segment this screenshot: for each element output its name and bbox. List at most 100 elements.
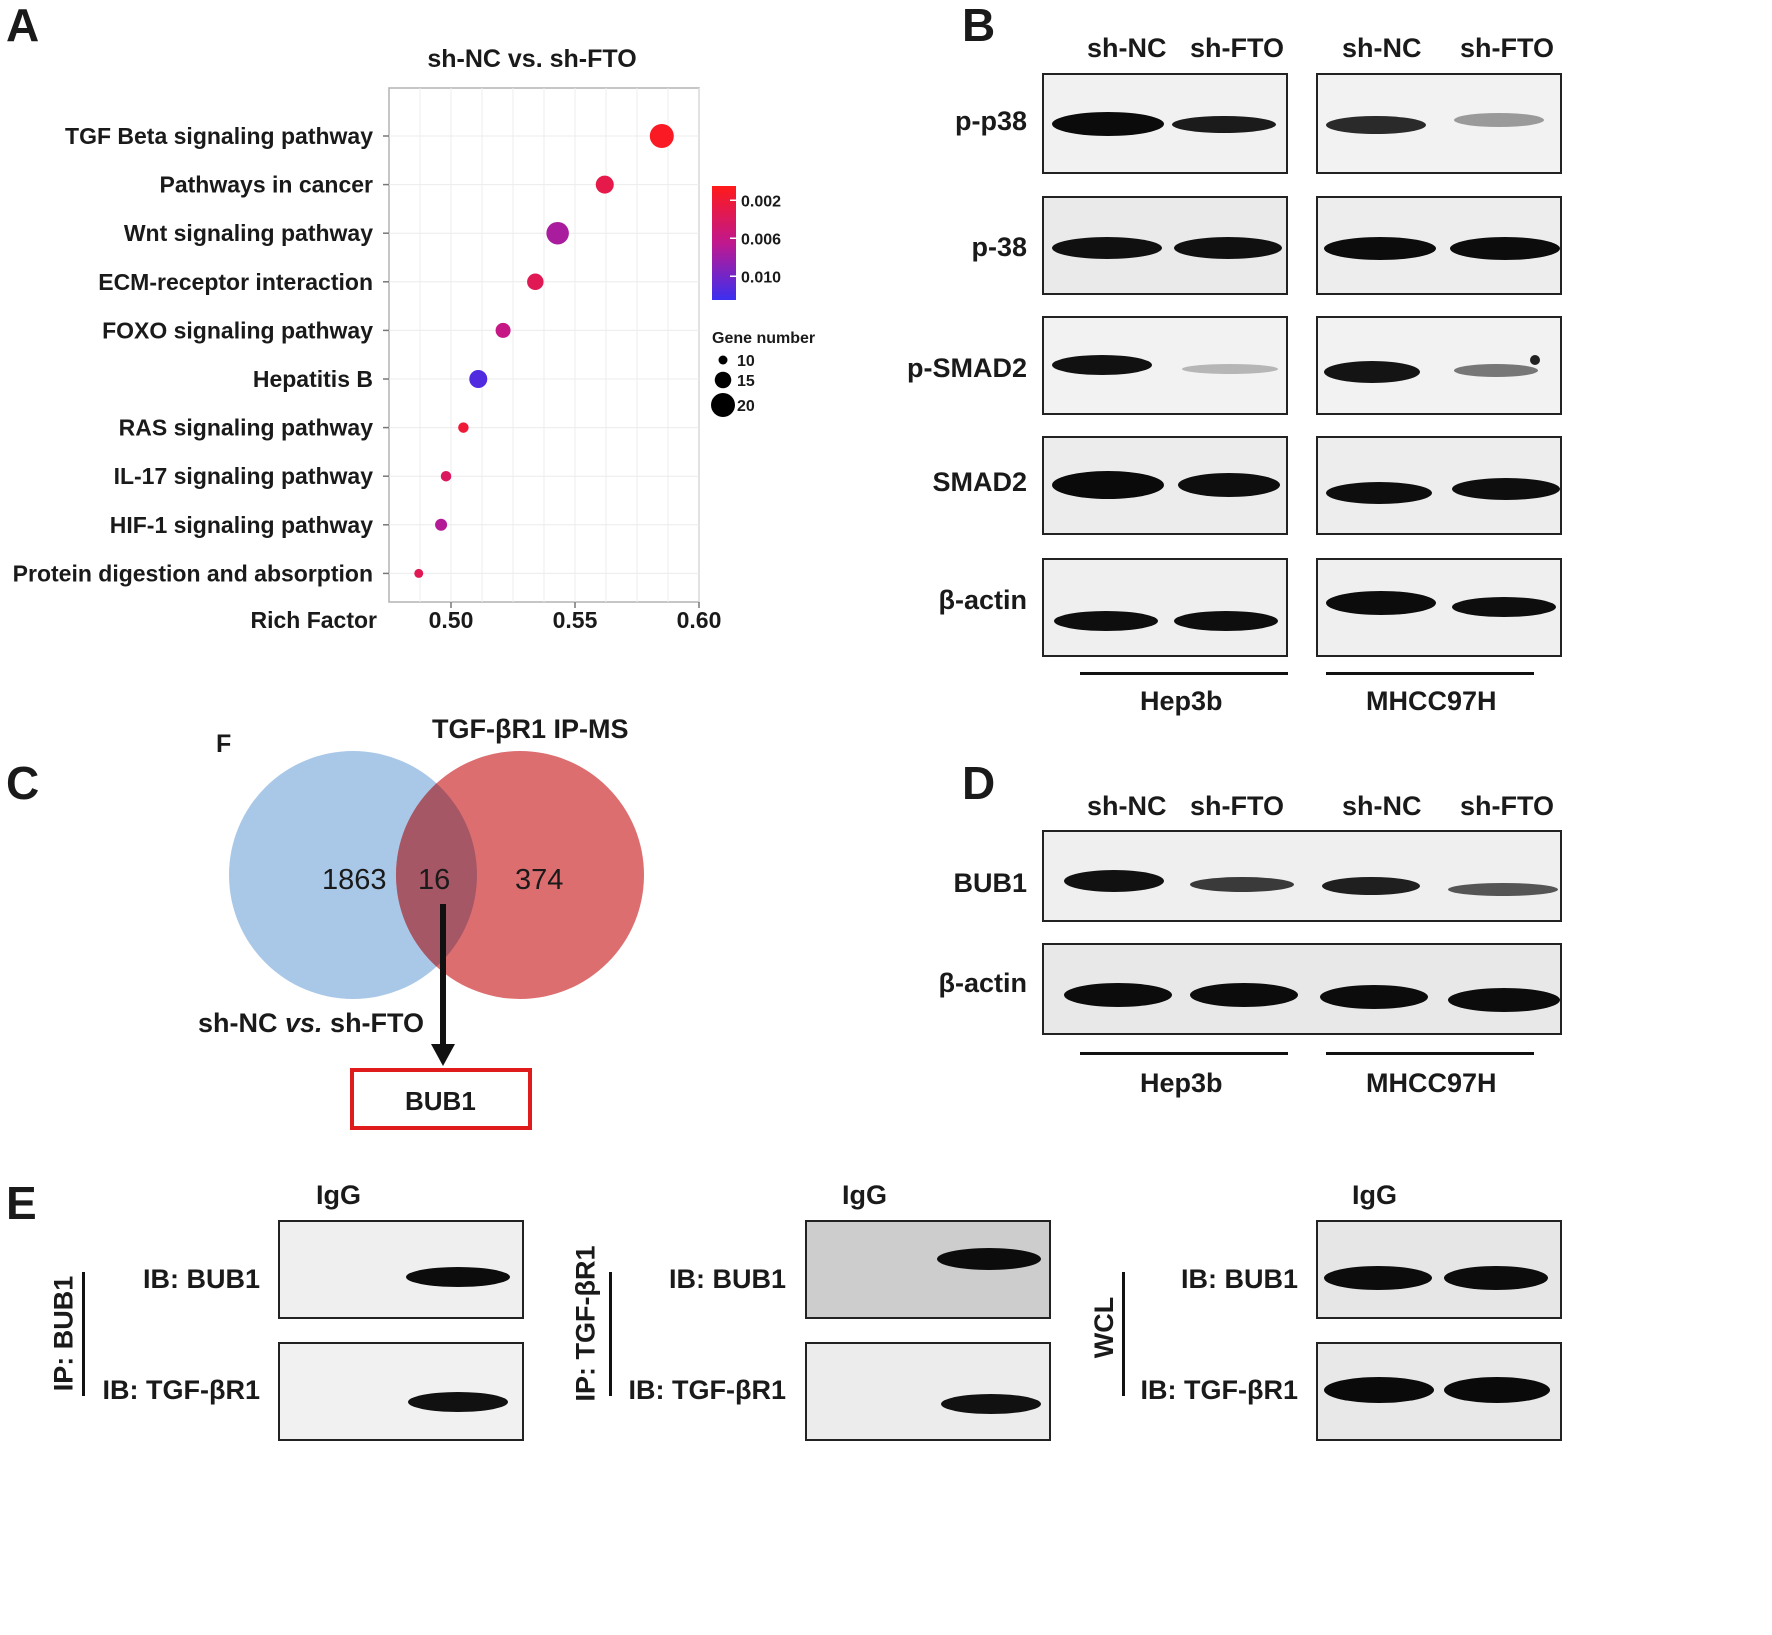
data-point-7 xyxy=(458,422,469,433)
d-col-label-1: sh-NC xyxy=(1087,791,1167,821)
e2-row-label-bub1: IB: BUB1 xyxy=(668,1264,786,1294)
blot-e3-tgfbr1 xyxy=(1316,1342,1562,1441)
venn-diagram xyxy=(229,751,644,1066)
venn-right-count: 374 xyxy=(515,864,564,896)
e3-igg-label: IgG xyxy=(1352,1180,1397,1210)
panel-letter-c: C xyxy=(6,757,40,809)
chart-title: sh-NC vs. sh-FTO xyxy=(427,45,636,73)
blot-e3-bub1 xyxy=(1316,1220,1562,1319)
size-legend-dot-10 xyxy=(718,355,728,365)
blot-b-actin-right xyxy=(1316,558,1562,657)
size-legend-dot-15 xyxy=(714,371,732,389)
colorbar xyxy=(712,186,736,300)
b-col-label-3: sh-NC xyxy=(1342,33,1422,63)
d-col-label-3: sh-NC xyxy=(1342,791,1422,821)
y-tick-label: Hepatitis B xyxy=(253,366,373,392)
blot-e1-bub1 xyxy=(278,1220,524,1319)
e2-side-label: IP: TGF-βR1 xyxy=(570,1245,601,1402)
y-tick-label: IL-17 signaling pathway xyxy=(114,463,374,489)
venn-overlap xyxy=(396,751,477,999)
blot-e2-bub1 xyxy=(805,1220,1051,1319)
b-row-label-smad2: SMAD2 xyxy=(932,467,1027,497)
d-group-label-mhcc97h: MHCC97H xyxy=(1366,1068,1497,1098)
d-row-label-bub1: BUB1 xyxy=(953,868,1027,898)
data-point-5 xyxy=(495,322,511,338)
data-point-1 xyxy=(649,124,674,148)
e3-bracket xyxy=(1122,1272,1125,1396)
d-col-label-2: sh-FTO xyxy=(1190,791,1284,821)
venn-left-title: sh-NC vs. sh-FTO xyxy=(198,1010,424,1037)
e1-igg-label: IgG xyxy=(316,1180,361,1210)
venn-f-label: F xyxy=(216,730,232,758)
colorbar-tick-label: 0.006 xyxy=(741,231,781,248)
y-tick-label: HIF-1 signaling pathway xyxy=(110,512,373,538)
panel-letter-b: B xyxy=(962,0,996,51)
y-tick-label: TGF Beta signaling pathway xyxy=(65,123,373,149)
e2-bracket xyxy=(609,1272,612,1396)
e1-row-label-tgfbr1: IB: TGF-βR1 xyxy=(102,1375,260,1405)
data-point-8 xyxy=(440,470,452,482)
result-box xyxy=(350,1068,532,1130)
x-axis-label: Rich Factor xyxy=(250,607,377,633)
e3-row-label-tgfbr1: IB: TGF-βR1 xyxy=(1140,1375,1298,1405)
b-group-line-hep3b xyxy=(1080,672,1288,675)
venn-arrow-head xyxy=(431,1044,455,1066)
b-group-label-mhcc97h: MHCC97H xyxy=(1366,686,1497,716)
b-col-label-4: sh-FTO xyxy=(1460,33,1554,63)
blot-d-actin xyxy=(1042,943,1562,1035)
colorbar-tick-label: 0.010 xyxy=(741,269,781,286)
blot-b-p38-right xyxy=(1316,196,1562,295)
x-tick-label: 0.50 xyxy=(429,607,474,633)
blot-b-p38-left xyxy=(1042,196,1288,295)
e1-bracket xyxy=(82,1272,85,1396)
blot-e1-tgfbr1 xyxy=(278,1342,524,1441)
panel-letter-a: A xyxy=(6,0,40,51)
y-tick-label: RAS signaling pathway xyxy=(119,415,374,441)
size-legend-label: 20 xyxy=(737,398,755,415)
blot-b-actin-left xyxy=(1042,558,1288,657)
x-tick-label: 0.55 xyxy=(553,607,598,633)
e1-row-label-bub1: IB: BUB1 xyxy=(142,1264,260,1294)
data-point-9 xyxy=(435,518,448,531)
blot-e2-tgfbr1 xyxy=(805,1342,1051,1441)
data-point-3 xyxy=(546,221,569,245)
size-legend-label: 10 xyxy=(737,353,755,370)
y-tick-label: Wnt signaling pathway xyxy=(124,220,373,246)
b-row-label-psmad2: p-SMAD2 xyxy=(907,353,1027,383)
panel-letter-d: D xyxy=(962,757,996,809)
data-point-4 xyxy=(527,273,544,291)
size-legend-title: Gene number xyxy=(712,330,815,347)
venn-left-title-b: sh-FTO xyxy=(322,1008,425,1038)
data-point-2 xyxy=(595,175,614,194)
b-col-label-2: sh-FTO xyxy=(1190,33,1284,63)
b-row-label-pp38: p-p38 xyxy=(954,106,1027,136)
d-col-label-4: sh-FTO xyxy=(1460,791,1554,821)
y-tick-label: ECM-receptor interaction xyxy=(98,269,373,295)
e2-row-label-tgfbr1: IB: TGF-βR1 xyxy=(628,1375,786,1405)
blot-b-pp38-left xyxy=(1042,73,1288,174)
blot-d-bub1 xyxy=(1042,830,1562,922)
y-tick-label: Pathways in cancer xyxy=(160,172,374,198)
y-tick-label: FOXO signaling pathway xyxy=(102,317,373,343)
venn-overlap-count: 16 xyxy=(418,864,451,896)
enrichment-bubble-chart: TGF Beta signaling pathway Pathways in ca… xyxy=(13,45,815,633)
b-col-label-1: sh-NC xyxy=(1087,33,1167,63)
blot-b-psmad2-left xyxy=(1042,316,1288,415)
d-group-line-mhcc97h xyxy=(1326,1052,1534,1055)
e2-igg-label: IgG xyxy=(842,1180,887,1210)
e3-side-label: WCL xyxy=(1089,1296,1120,1359)
b-row-label-actin: β-actin xyxy=(938,585,1028,615)
venn-right-title: TGF-βR1 IP-MS xyxy=(432,714,629,744)
result-label: BUB1 xyxy=(405,1086,476,1116)
blot-b-pp38-right xyxy=(1316,73,1562,174)
x-tick-label: 0.60 xyxy=(677,607,722,633)
blot-b-smad2-right xyxy=(1316,436,1562,535)
b-group-label-hep3b: Hep3b xyxy=(1140,686,1223,716)
b-row-label-p38: p-38 xyxy=(971,232,1027,262)
blot-b-psmad2-right xyxy=(1316,316,1562,415)
d-row-label-actin: β-actin xyxy=(938,968,1028,998)
data-point-10 xyxy=(414,568,424,578)
colorbar-tick-label: 0.002 xyxy=(741,193,781,210)
b-group-line-mhcc97h xyxy=(1326,672,1534,675)
size-legend-label: 15 xyxy=(737,373,755,390)
